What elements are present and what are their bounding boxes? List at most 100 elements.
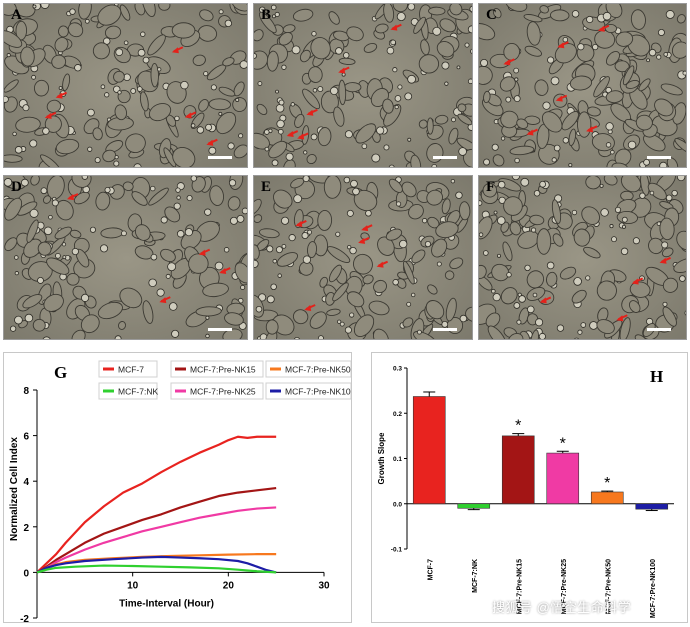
round-cell (275, 246, 283, 254)
round-cell (467, 78, 472, 85)
round-cell (571, 209, 578, 216)
bar (412, 396, 446, 505)
cell (310, 37, 331, 60)
arrow-head (219, 268, 227, 275)
round-cell (436, 261, 442, 267)
round-cell (605, 142, 612, 148)
round-cell (643, 158, 650, 166)
panel-label-h: H (650, 367, 664, 386)
cell (320, 90, 339, 114)
round-cell (42, 336, 51, 339)
round-cell (649, 190, 655, 196)
cell (676, 230, 686, 251)
round-cell (14, 255, 19, 260)
round-cell (648, 48, 657, 57)
cell (353, 253, 373, 275)
round-cell (84, 18, 90, 24)
cell (635, 114, 653, 131)
round-cell (349, 312, 355, 318)
round-cell (480, 58, 489, 67)
round-cell (22, 104, 30, 112)
round-cell (29, 208, 39, 218)
round-cell (281, 216, 290, 225)
cell (95, 191, 111, 211)
round-cell (276, 119, 285, 129)
round-cell (29, 139, 38, 148)
series-line-mcf-7 (36, 435, 277, 574)
round-cell (665, 194, 673, 202)
round-cell (317, 86, 324, 93)
cell (4, 197, 23, 221)
panel-label-f: F (486, 179, 496, 195)
round-cell (307, 229, 313, 235)
round-cell (542, 101, 551, 110)
cell (113, 70, 125, 83)
round-cell (346, 245, 352, 250)
micrograph-d: D (3, 175, 248, 340)
round-cell (277, 128, 284, 135)
growth-curve-panel: G -2 0 2 4 6 8 10 20 30 Time-Interval (Hour) Norma… (3, 352, 356, 625)
round-cell (277, 273, 282, 278)
cell (479, 23, 496, 41)
cell (392, 4, 409, 13)
arrow-head (390, 24, 398, 31)
round-cell (371, 153, 381, 163)
round-cell (238, 133, 244, 139)
round-cell (87, 146, 93, 152)
cell (654, 98, 674, 117)
round-cell (81, 176, 89, 180)
round-cell (4, 178, 13, 187)
cell (158, 4, 171, 11)
round-cell (661, 241, 669, 249)
round-cell (657, 28, 665, 36)
cell (385, 228, 403, 241)
round-cell (229, 216, 238, 225)
round-cell (350, 179, 358, 188)
cell (326, 308, 341, 316)
round-cell (190, 123, 196, 128)
round-cell (74, 64, 82, 72)
round-cell (682, 70, 686, 76)
round-cell (281, 64, 287, 70)
cell (413, 331, 437, 339)
round-cell (497, 253, 501, 258)
round-cell (223, 247, 230, 253)
cell (39, 154, 61, 167)
round-cell (632, 237, 640, 245)
round-cell (573, 277, 582, 286)
round-cell (365, 209, 372, 217)
round-cell (506, 272, 512, 278)
cell (292, 8, 314, 22)
round-cell (104, 92, 110, 98)
cell (526, 270, 545, 289)
cell (426, 117, 434, 135)
round-cell (114, 335, 122, 339)
round-cell (530, 227, 537, 233)
cell (362, 274, 374, 285)
round-cell (571, 10, 580, 18)
arrow-head (358, 237, 366, 244)
cell (435, 221, 459, 239)
round-cell (577, 43, 585, 51)
round-cell (58, 86, 63, 90)
round-cell (69, 8, 76, 15)
cell (571, 289, 587, 304)
arrow-head (631, 278, 639, 285)
round-cell (621, 224, 626, 229)
round-cell (291, 45, 301, 55)
y-tick-label: 0.3 (393, 366, 402, 373)
legend-label: MCF-7 (118, 365, 144, 375)
round-cell (390, 39, 396, 46)
cell (539, 5, 550, 14)
round-cell (464, 42, 470, 48)
cell (485, 312, 501, 328)
cell (673, 257, 686, 273)
legend-label: MCF-7:Pre-NK100 (285, 387, 351, 397)
round-cell (150, 185, 156, 192)
y-tick-label: 0.1 (393, 456, 402, 463)
cell (299, 49, 311, 63)
cell (172, 146, 196, 167)
micrograph-c: C (478, 3, 687, 168)
legend-box (170, 382, 264, 400)
round-cell (451, 117, 456, 123)
